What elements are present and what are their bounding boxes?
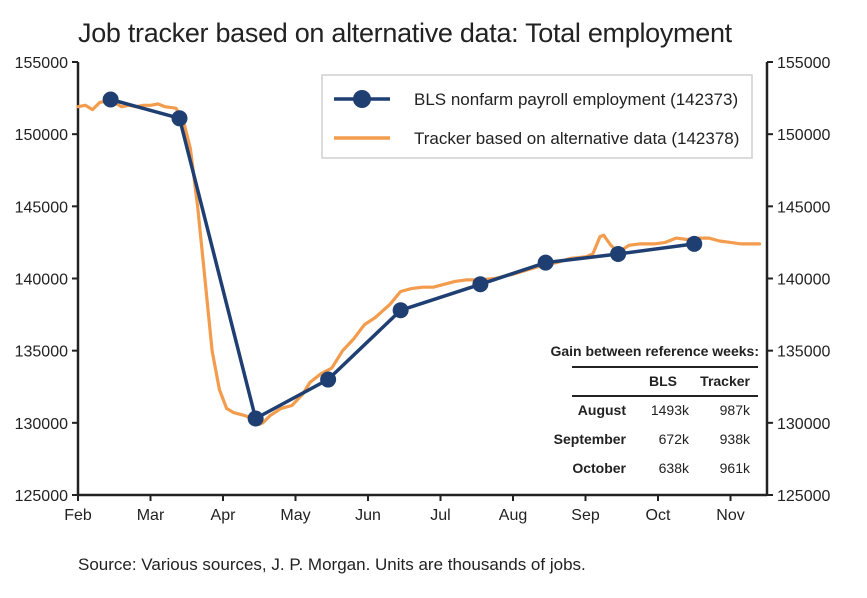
gain-table-cell-tracker: 938k [720, 431, 751, 447]
legend-bls-label: BLS nonfarm payroll employment (142373) [414, 90, 738, 109]
x-tick-label: Aug [499, 507, 527, 524]
gain-table-cell-tracker: 961k [720, 460, 751, 476]
y-tick-label-left: 150000 [15, 127, 68, 144]
gain-table-title: Gain between reference weeks: [550, 343, 759, 359]
y-tick-label-right: 135000 [777, 344, 830, 361]
gain-table-cell-bls: 638k [659, 460, 690, 476]
gain-table-cell-bls: 1493k [651, 402, 690, 418]
y-tick-label-right: 140000 [777, 272, 830, 289]
gain-table-header-tracker: Tracker [700, 373, 750, 389]
axes: 125000 125000 130000 130000 135000 135000 1400… [15, 55, 831, 524]
gain-table-row-label: August [578, 402, 627, 418]
x-tick-label: Sep [571, 507, 600, 524]
x-tick-label: Nov [716, 507, 744, 524]
chart-title: Job tracker based on alternative data: T… [78, 18, 732, 48]
gain-table-cell-tracker: 987k [720, 402, 751, 418]
x-tick-label: Jun [355, 507, 381, 524]
y-tick-label-right: 155000 [777, 55, 830, 72]
y-tick-label-left: 155000 [15, 55, 68, 72]
y-tick-label-left: 140000 [15, 272, 68, 289]
gain-table: Gain between reference weeks: BLS Tracker A… [550, 343, 759, 476]
bls-point [610, 245, 627, 262]
x-tick-label: Oct [646, 507, 671, 524]
legend-box [321, 74, 753, 159]
legend-tracker-label: Tracker based on alternative data (14237… [414, 129, 739, 148]
bls-point [686, 235, 703, 252]
legend: BLS nonfarm payroll employment (142373) T… [321, 74, 753, 159]
y-tick-label-left: 145000 [15, 199, 68, 216]
bls-point [320, 371, 337, 388]
source-note: Source: Various sources, J. P. Morgan. U… [78, 555, 586, 574]
y-tick-label-right: 125000 [777, 488, 830, 505]
tracker-line [76, 99, 762, 426]
x-tick-label: Feb [64, 507, 92, 524]
gain-table-row-label: October [572, 460, 626, 476]
y-tick-label-left: 125000 [15, 488, 68, 505]
x-tick-label: May [280, 507, 310, 524]
y-tick-label-left: 130000 [15, 416, 68, 433]
series-layer [76, 91, 762, 427]
x-tick-label: Jul [430, 507, 450, 524]
y-tick-label-right: 130000 [777, 416, 830, 433]
x-tick-label: Apr [211, 507, 237, 524]
gain-table-header-bls: BLS [649, 373, 677, 389]
gain-table-row-label: September [554, 431, 627, 447]
bls-point [537, 254, 554, 271]
bls-point [247, 410, 264, 427]
y-tick-label-right: 150000 [777, 127, 830, 144]
bls-point [171, 110, 188, 127]
bls-point [102, 91, 119, 108]
x-tick-label: Mar [137, 507, 165, 524]
gain-table-cell-bls: 672k [659, 431, 690, 447]
bls-point [472, 276, 489, 293]
y-tick-label-right: 145000 [777, 199, 830, 216]
y-tick-label-left: 135000 [15, 344, 68, 361]
bls-point [392, 302, 409, 319]
legend-bls-marker [353, 90, 371, 108]
